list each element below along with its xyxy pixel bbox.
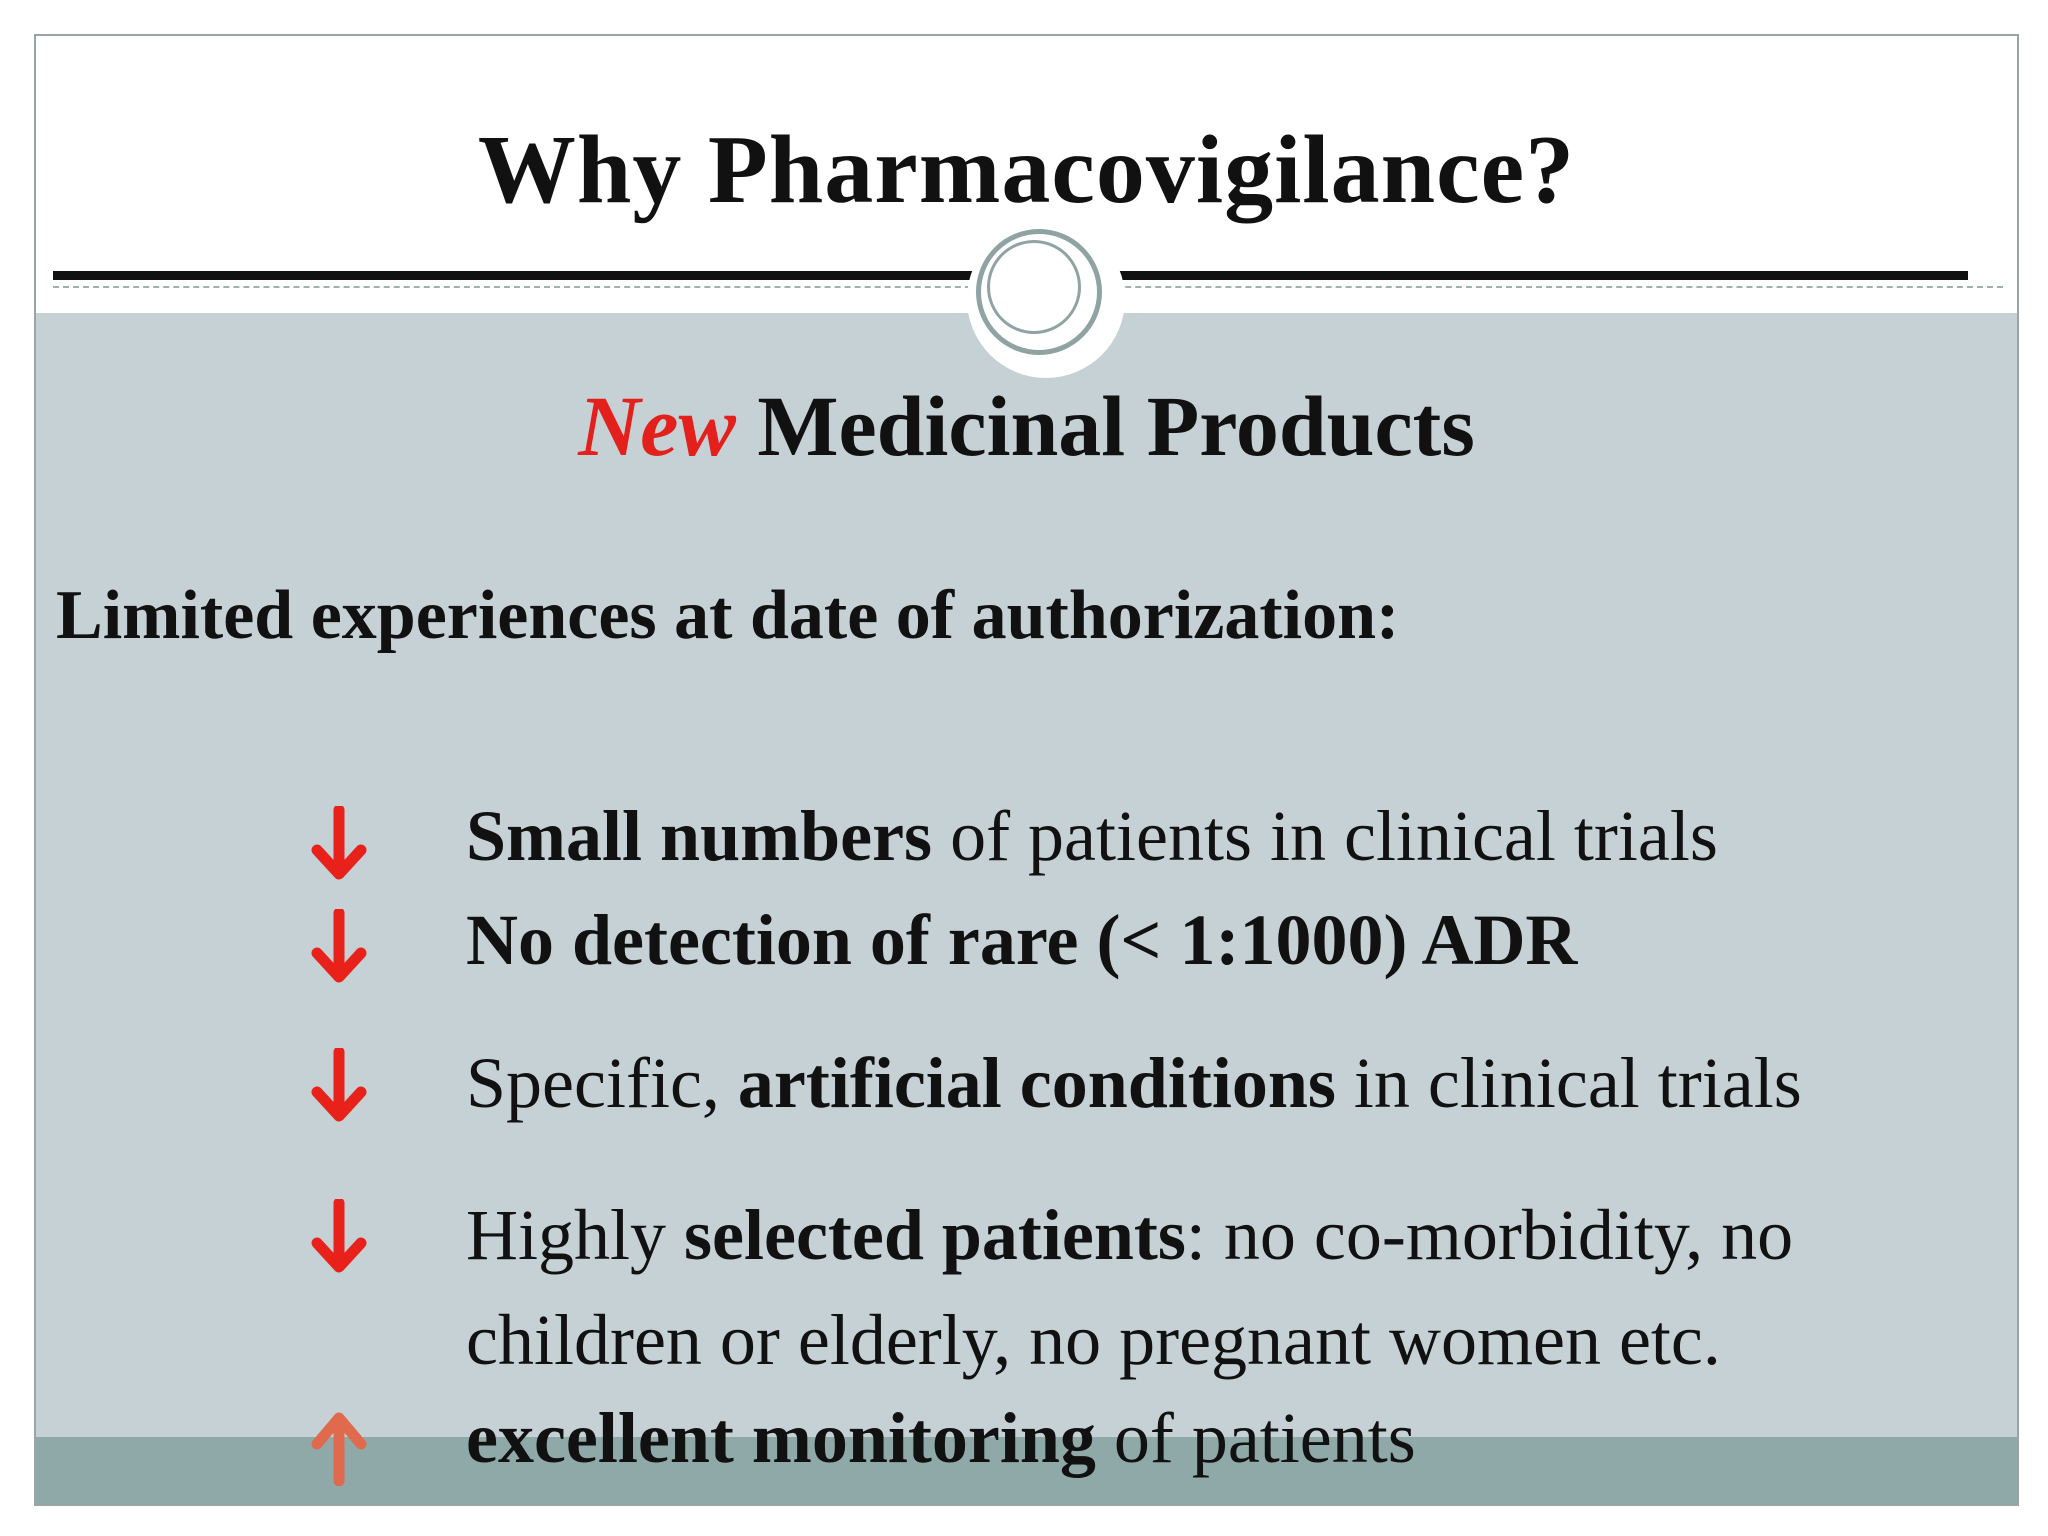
arrow-down-icon	[311, 909, 367, 983]
subtitle-highlight: New	[578, 378, 736, 474]
arrow-down-icon	[311, 1048, 367, 1122]
slide-footer-band	[36, 1437, 2017, 1504]
bullet-bold-text: No detection of rare (< 1:1000) ADR	[466, 900, 1578, 980]
bullet-continuation-text: children or elderly, no pregnant women e…	[466, 1300, 1721, 1380]
bullet-text: Highly	[466, 1195, 685, 1275]
bullet-text: Specific,	[466, 1043, 738, 1123]
bullet-text: : no co-morbidity, no	[1185, 1195, 1794, 1275]
subtitle-text: Medicinal Products	[757, 378, 1475, 474]
bullet-bold-text: Small numbers	[466, 796, 933, 876]
slide: Why Pharmacovigilance? New Medicinal Pro…	[34, 34, 2019, 1506]
arrow-down-icon	[311, 806, 367, 880]
bullet-text: in clinical trials	[1335, 1043, 1802, 1123]
bullet-bold-text: selected patients	[684, 1195, 1186, 1275]
slide-title: Why Pharmacovigilance?	[477, 116, 1576, 224]
bullet-item: excellent monitoring of patients	[466, 1386, 1416, 1491]
bullet-bold-text: excellent monitoring	[466, 1398, 1096, 1478]
section-heading: Limited experiences at date of authoriza…	[56, 577, 1400, 654]
circle-ornament-inner-ring	[987, 240, 1081, 334]
bullet-bold-text: artificial conditions	[737, 1043, 1336, 1123]
bullet-item: Specific, artificial conditions in clini…	[466, 1031, 1802, 1136]
arrow-up-icon	[311, 1412, 367, 1486]
arrow-down-icon	[311, 1199, 367, 1273]
bullet-item: Small numbers of patients in clinical tr…	[466, 784, 1718, 889]
bullet-text: of patients	[1095, 1398, 1416, 1478]
bullet-item: Highly selected patients: no co-morbidit…	[466, 1183, 1793, 1393]
bullet-item: No detection of rare (< 1:1000) ADR	[466, 888, 1577, 993]
bullet-text: of patients in clinical trials	[932, 796, 1718, 876]
slide-subtitle: New Medicinal Products	[36, 376, 2017, 476]
slide-body-panel	[36, 313, 2017, 1473]
